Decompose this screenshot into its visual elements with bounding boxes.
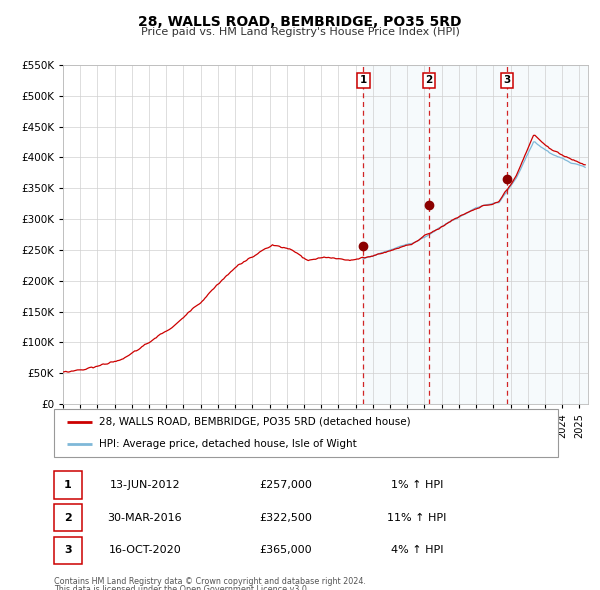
FancyBboxPatch shape [54, 471, 82, 499]
Text: 3: 3 [503, 76, 511, 86]
Text: Price paid vs. HM Land Registry's House Price Index (HPI): Price paid vs. HM Land Registry's House … [140, 27, 460, 37]
Text: 1% ↑ HPI: 1% ↑ HPI [391, 480, 443, 490]
Text: 16-OCT-2020: 16-OCT-2020 [109, 546, 181, 555]
Text: £322,500: £322,500 [259, 513, 312, 523]
Text: 4% ↑ HPI: 4% ↑ HPI [391, 546, 443, 555]
Text: Contains HM Land Registry data © Crown copyright and database right 2024.: Contains HM Land Registry data © Crown c… [54, 577, 366, 586]
Text: 28, WALLS ROAD, BEMBRIDGE, PO35 5RD: 28, WALLS ROAD, BEMBRIDGE, PO35 5RD [138, 15, 462, 29]
Text: 2: 2 [425, 76, 433, 86]
Text: 30-MAR-2016: 30-MAR-2016 [107, 513, 182, 523]
FancyBboxPatch shape [54, 537, 82, 564]
Text: 3: 3 [64, 546, 71, 555]
Text: 28, WALLS ROAD, BEMBRIDGE, PO35 5RD (detached house): 28, WALLS ROAD, BEMBRIDGE, PO35 5RD (det… [100, 417, 411, 427]
Text: 11% ↑ HPI: 11% ↑ HPI [387, 513, 446, 523]
Text: 2: 2 [64, 513, 72, 523]
FancyBboxPatch shape [54, 504, 82, 532]
Bar [364, 65, 596, 404]
Text: HPI: Average price, detached house, Isle of Wight: HPI: Average price, detached house, Isle… [100, 439, 357, 449]
Text: 1: 1 [360, 76, 367, 86]
FancyBboxPatch shape [54, 409, 558, 457]
Text: This data is licensed under the Open Government Licence v3.0.: This data is licensed under the Open Gov… [54, 585, 310, 590]
Text: 13-JUN-2012: 13-JUN-2012 [109, 480, 180, 490]
Text: £257,000: £257,000 [259, 480, 312, 490]
Text: £365,000: £365,000 [260, 546, 312, 555]
Text: 1: 1 [64, 480, 72, 490]
